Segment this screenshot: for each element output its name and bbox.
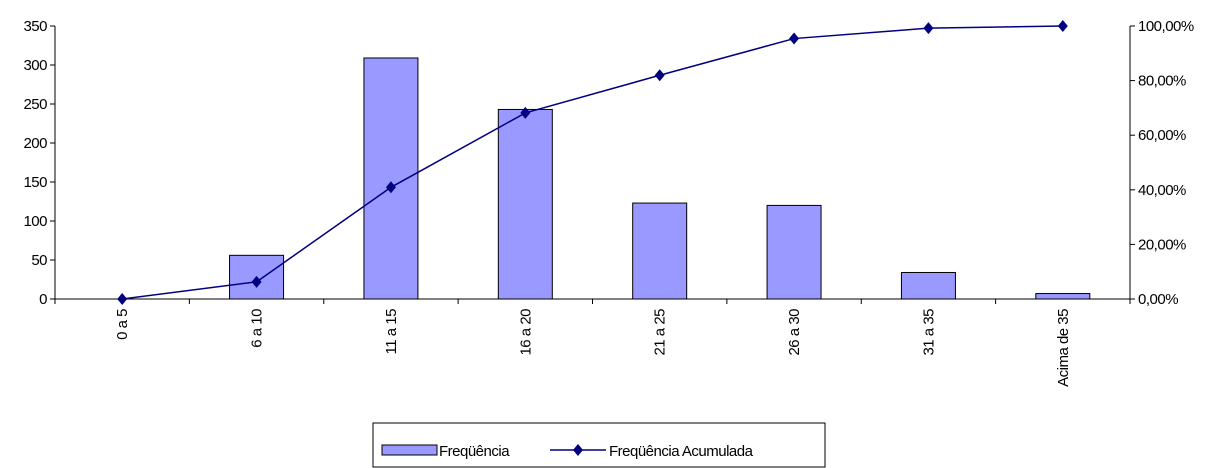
bar [766,204,822,300]
x-tick-label: 16 a 20 [517,309,534,356]
x-tick-label: 0 a 5 [114,309,131,340]
y2-tick-label: 100,00% [1138,18,1194,35]
marker [923,22,934,35]
marker [251,275,262,288]
bar [363,57,419,300]
x-tick-label: 26 a 30 [786,309,803,356]
y2-tick-label: 60,00% [1138,127,1186,144]
y2-tick-label: 80,00% [1138,73,1186,90]
y-tick-label: 50 [31,252,47,269]
line [122,25,1063,300]
y-tick-label: 0 [39,291,47,308]
y-tick-label: 350 [23,18,47,35]
x-tick-label: 31 a 35 [920,309,937,356]
marker [117,293,128,305]
marker [520,106,531,119]
marker [1057,20,1068,32]
y2-tick-label: 20,00% [1138,236,1186,253]
x-tick-label: 21 a 25 [652,309,669,356]
y-tick-label: 150 [23,174,47,191]
x-tick-label: 6 a 10 [249,309,266,348]
legend-label: Freqüência [439,443,510,460]
bar [632,202,688,300]
marker [789,32,800,45]
bar [497,108,553,300]
x-tick-label: Acima de 35 [1055,309,1072,387]
bar [1035,293,1091,300]
x-tick-label: 11 a 15 [383,309,400,355]
y-tick-label: 300 [23,57,47,74]
legend-label: Freqüência Acumulada [609,443,754,460]
legend-marker [573,444,583,456]
y2-tick-label: 0,00% [1138,291,1178,308]
marker [654,69,665,82]
legend-box [372,422,826,468]
y-tick-label: 200 [23,135,47,152]
y-tick-label: 250 [23,96,47,113]
y2-tick-label: 40,00% [1138,182,1186,199]
marker [385,181,396,194]
y-tick-label: 100 [23,213,47,230]
legend-swatch [381,444,438,456]
bar [900,271,956,300]
